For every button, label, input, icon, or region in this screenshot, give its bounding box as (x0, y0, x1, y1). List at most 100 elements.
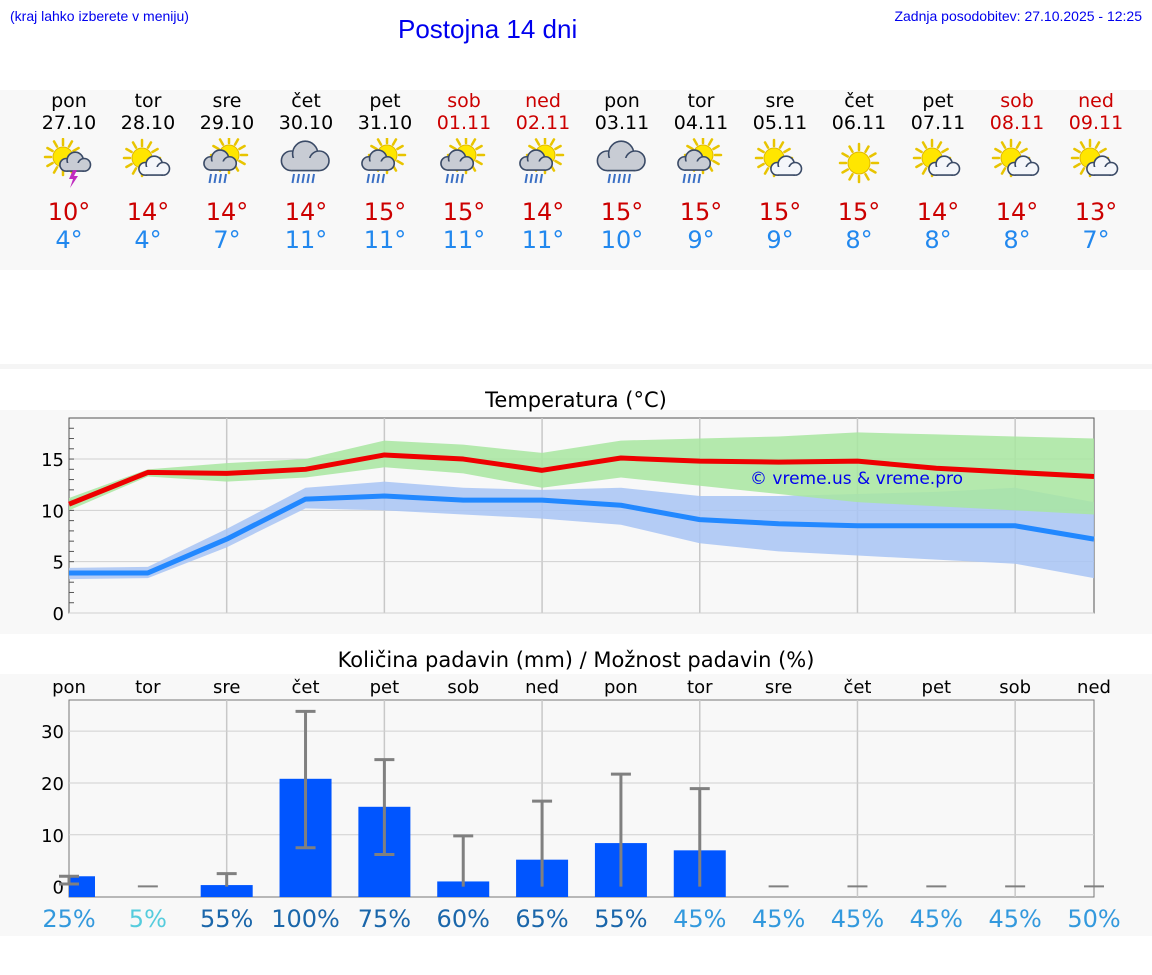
rain-drop (223, 173, 227, 184)
max-temp-line (68, 452, 1095, 507)
x-category-label: tor (135, 677, 161, 698)
sun-ray (712, 159, 720, 166)
sun-cloud-rain-icon (440, 138, 486, 184)
x-category-label: sre (765, 677, 792, 698)
day-date: 27.10 (41, 112, 97, 134)
rain-drop (376, 173, 380, 184)
day-date: 08.11 (989, 112, 1045, 134)
sun-ray (131, 141, 138, 149)
rain-drop (539, 173, 543, 184)
sun-cloud-lightning-icon (43, 138, 92, 188)
cloud-body (291, 158, 320, 171)
sun-ray (1094, 141, 1101, 149)
y-tick-label: 5 (53, 553, 64, 574)
sun-ray (449, 144, 457, 151)
rain-drop (218, 173, 222, 184)
cloud-rain-icon (280, 140, 330, 184)
day-date: 29.10 (199, 112, 255, 134)
sun-ray (376, 138, 383, 146)
sun-ray (396, 144, 404, 151)
forecast-strip: pon 27.10 10° 4° tor 28.10 14° 4° sre 29.10 14° 7° č… (0, 90, 1152, 270)
cloud-body (368, 161, 388, 171)
last-update: Zadnja posodobitev: 27.10.2025 - 12:25 (894, 8, 1142, 24)
day-name: čet (291, 90, 321, 112)
temp-max: 15° (758, 198, 802, 226)
rain-drop (697, 173, 701, 184)
rain-drops (607, 173, 631, 184)
temp-min: 11° (284, 226, 328, 254)
rain-drop (296, 173, 300, 184)
temp-max: 14° (521, 198, 565, 226)
temp-min: 8° (924, 226, 952, 254)
sun-cloud-icon (754, 138, 803, 178)
y-tick-label: 30 (41, 722, 64, 743)
precip-probability: 25% (42, 905, 95, 933)
temp-max: 14° (126, 198, 170, 226)
x-category-label: pet (922, 677, 952, 698)
day-name: pet (369, 90, 401, 112)
sun-ray (218, 138, 225, 146)
x-category-label: pon (52, 677, 86, 698)
rain-drops (208, 173, 227, 184)
y-tick-label: 10 (41, 826, 64, 847)
temp-max: 10° (47, 198, 91, 226)
precip-bar (69, 876, 95, 897)
rain-drop (213, 173, 217, 184)
sun-ray (1000, 141, 1007, 149)
sun-ray (994, 147, 1002, 154)
day-name: sre (212, 90, 242, 112)
plot-frame (68, 699, 1095, 898)
sun-ray (52, 140, 59, 148)
sun-ray (936, 141, 943, 149)
temp-max: 14° (284, 198, 328, 226)
cloud-shape (596, 140, 646, 172)
temp-min: 7° (1082, 226, 1110, 254)
temp-min: 7° (213, 226, 241, 254)
cloud-shape (770, 155, 803, 176)
temp-max: 14° (205, 198, 249, 226)
sun-ray (549, 138, 556, 146)
cloud-shape (1086, 155, 1119, 176)
sun-ray (1073, 162, 1081, 169)
cloud-shape (928, 155, 961, 176)
sun-ray (125, 147, 133, 154)
sun-cloud-rain-icon (677, 138, 723, 184)
x-category-label: sob (999, 677, 1031, 698)
sun-ray (692, 138, 699, 146)
sun-ray (712, 144, 720, 151)
cloud-rain-icon (596, 140, 646, 184)
rain-drop (534, 173, 538, 184)
sun-ray (707, 138, 714, 146)
min-temp-line (69, 493, 1095, 576)
sun-ray (1073, 147, 1081, 154)
precip-probability: 45% (831, 905, 884, 933)
precip-probability: 55% (200, 905, 253, 933)
day-name: sob (447, 90, 481, 112)
day-name: čet (844, 90, 874, 112)
location-hint-link[interactable]: (kraj lahko izberete v meniju) (10, 8, 189, 24)
rain-drop (460, 173, 464, 184)
y-tick-label: 10 (41, 501, 64, 522)
temp-min: 11° (363, 226, 407, 254)
day-date: 30.10 (278, 112, 334, 134)
temp-max: 15° (679, 198, 723, 226)
sun-ray (52, 166, 59, 174)
x-category-label: sob (447, 677, 479, 698)
min-temp-band (69, 481, 1094, 580)
day-name: pon (604, 90, 640, 112)
rain-drop (617, 173, 621, 184)
temp-min: 8° (845, 226, 873, 254)
rain-drop (612, 173, 616, 184)
sun-ray (455, 138, 462, 146)
x-category-label: čet (843, 677, 871, 698)
y-tick-label: 20 (41, 774, 64, 795)
sun-ray (534, 138, 541, 146)
sun-ray (67, 140, 74, 148)
sun-ray (915, 147, 923, 154)
rain-drop (311, 173, 315, 184)
rain-drop (366, 173, 370, 184)
rain-drop (682, 173, 686, 184)
y-tick-label: 0 (53, 604, 64, 625)
sun-ray (763, 141, 770, 149)
